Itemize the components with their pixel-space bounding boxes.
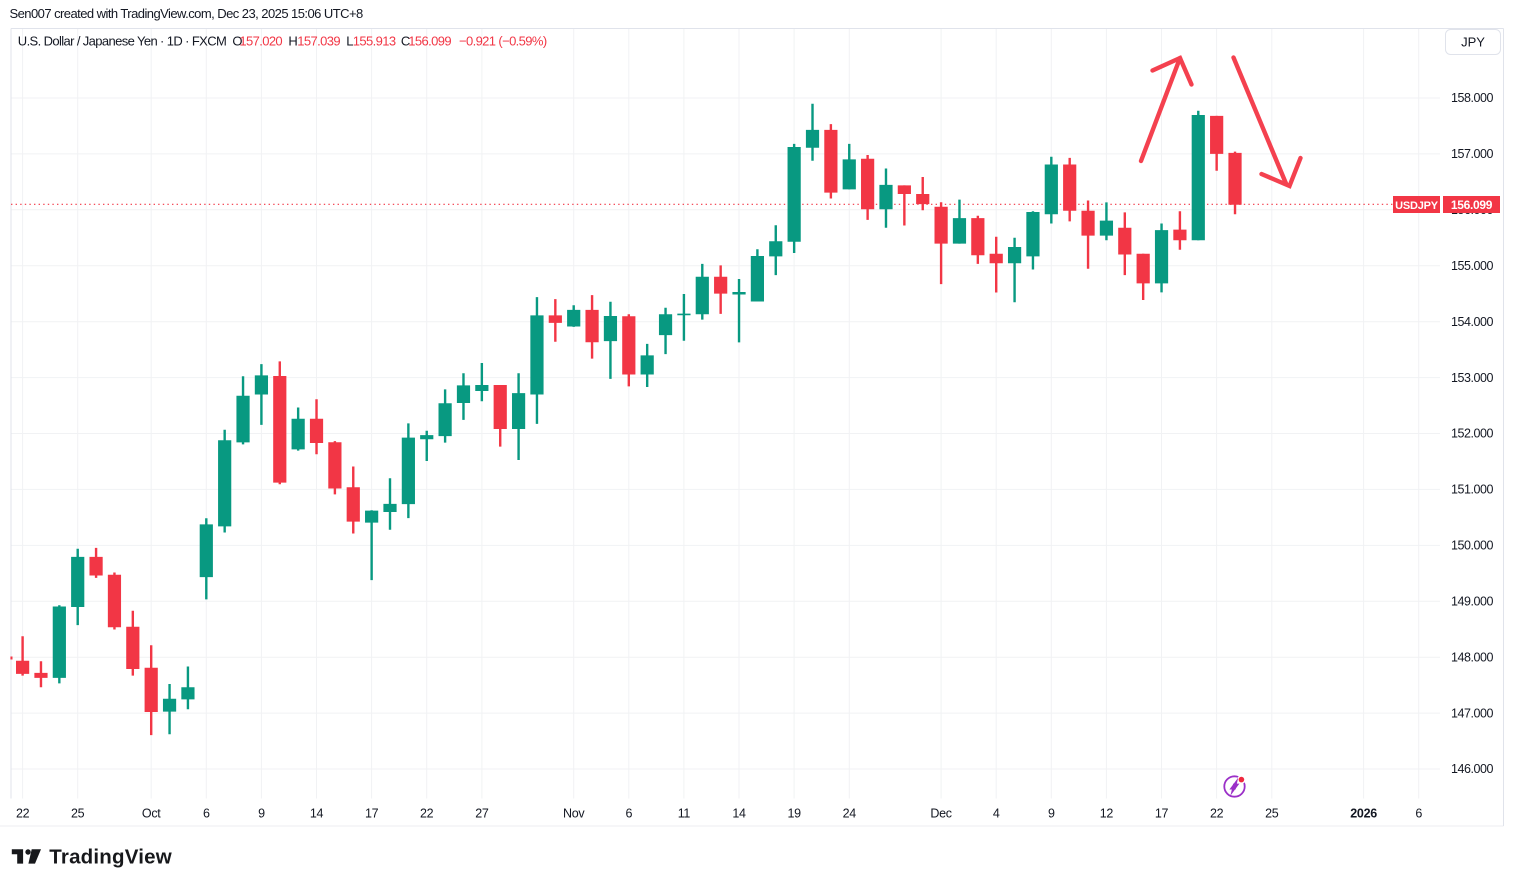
svg-text:6: 6 (203, 807, 210, 821)
svg-text:17: 17 (365, 807, 379, 821)
svg-text:C: C (401, 33, 410, 48)
svg-text:25: 25 (71, 807, 85, 821)
svg-text:U.S. Dollar / Japanese Yen · 1: U.S. Dollar / Japanese Yen · 1D · FXCM (18, 33, 226, 48)
svg-text:−0.921 (−0.59%): −0.921 (−0.59%) (459, 33, 547, 48)
svg-text:14: 14 (732, 807, 746, 821)
svg-text:151.000: 151.000 (1451, 483, 1494, 497)
svg-text:6: 6 (625, 807, 632, 821)
svg-text:L: L (346, 33, 353, 48)
svg-text:157.039: 157.039 (297, 33, 340, 48)
svg-text:149.000: 149.000 (1451, 595, 1494, 609)
svg-text:25: 25 (1265, 807, 1279, 821)
svg-text:158.000: 158.000 (1451, 91, 1494, 105)
svg-text:156.099: 156.099 (1451, 198, 1493, 212)
svg-text:9: 9 (1048, 807, 1055, 821)
svg-text:19: 19 (787, 807, 801, 821)
svg-text:152.000: 152.000 (1451, 427, 1494, 441)
svg-text:146.000: 146.000 (1451, 762, 1494, 776)
svg-text:4: 4 (993, 807, 1000, 821)
svg-text:156.099: 156.099 (408, 33, 451, 48)
svg-text:155.913: 155.913 (353, 33, 396, 48)
svg-text:22: 22 (16, 807, 30, 821)
svg-text:154.000: 154.000 (1451, 315, 1494, 329)
svg-text:22: 22 (1210, 807, 1224, 821)
svg-text:14: 14 (310, 807, 324, 821)
svg-text:Sen007 created with TradingVie: Sen007 created with TradingView.com, Dec… (10, 6, 364, 21)
svg-text:155.000: 155.000 (1451, 259, 1494, 273)
svg-text:Dec: Dec (930, 807, 951, 821)
svg-text:24: 24 (843, 807, 857, 821)
svg-text:157.020: 157.020 (239, 33, 282, 48)
svg-text:USDJPY: USDJPY (1395, 200, 1439, 212)
svg-text:Oct: Oct (142, 807, 161, 821)
svg-text:6: 6 (1415, 807, 1422, 821)
svg-text:27: 27 (475, 807, 489, 821)
svg-text:JPY: JPY (1461, 35, 1485, 50)
svg-text:TradingView: TradingView (49, 846, 172, 869)
svg-text:H: H (288, 33, 297, 48)
svg-text:O: O (232, 33, 242, 48)
svg-text:12: 12 (1100, 807, 1114, 821)
svg-text:157.000: 157.000 (1451, 147, 1494, 161)
svg-text:Nov: Nov (563, 807, 585, 821)
svg-text:147.000: 147.000 (1451, 706, 1494, 720)
svg-text:22: 22 (420, 807, 434, 821)
svg-text:150.000: 150.000 (1451, 539, 1494, 553)
svg-text:148.000: 148.000 (1451, 650, 1494, 664)
svg-text:9: 9 (258, 807, 265, 821)
svg-text:17: 17 (1155, 807, 1169, 821)
svg-text:2026: 2026 (1350, 807, 1377, 821)
svg-text:11: 11 (678, 807, 691, 821)
svg-text:153.000: 153.000 (1451, 371, 1494, 385)
